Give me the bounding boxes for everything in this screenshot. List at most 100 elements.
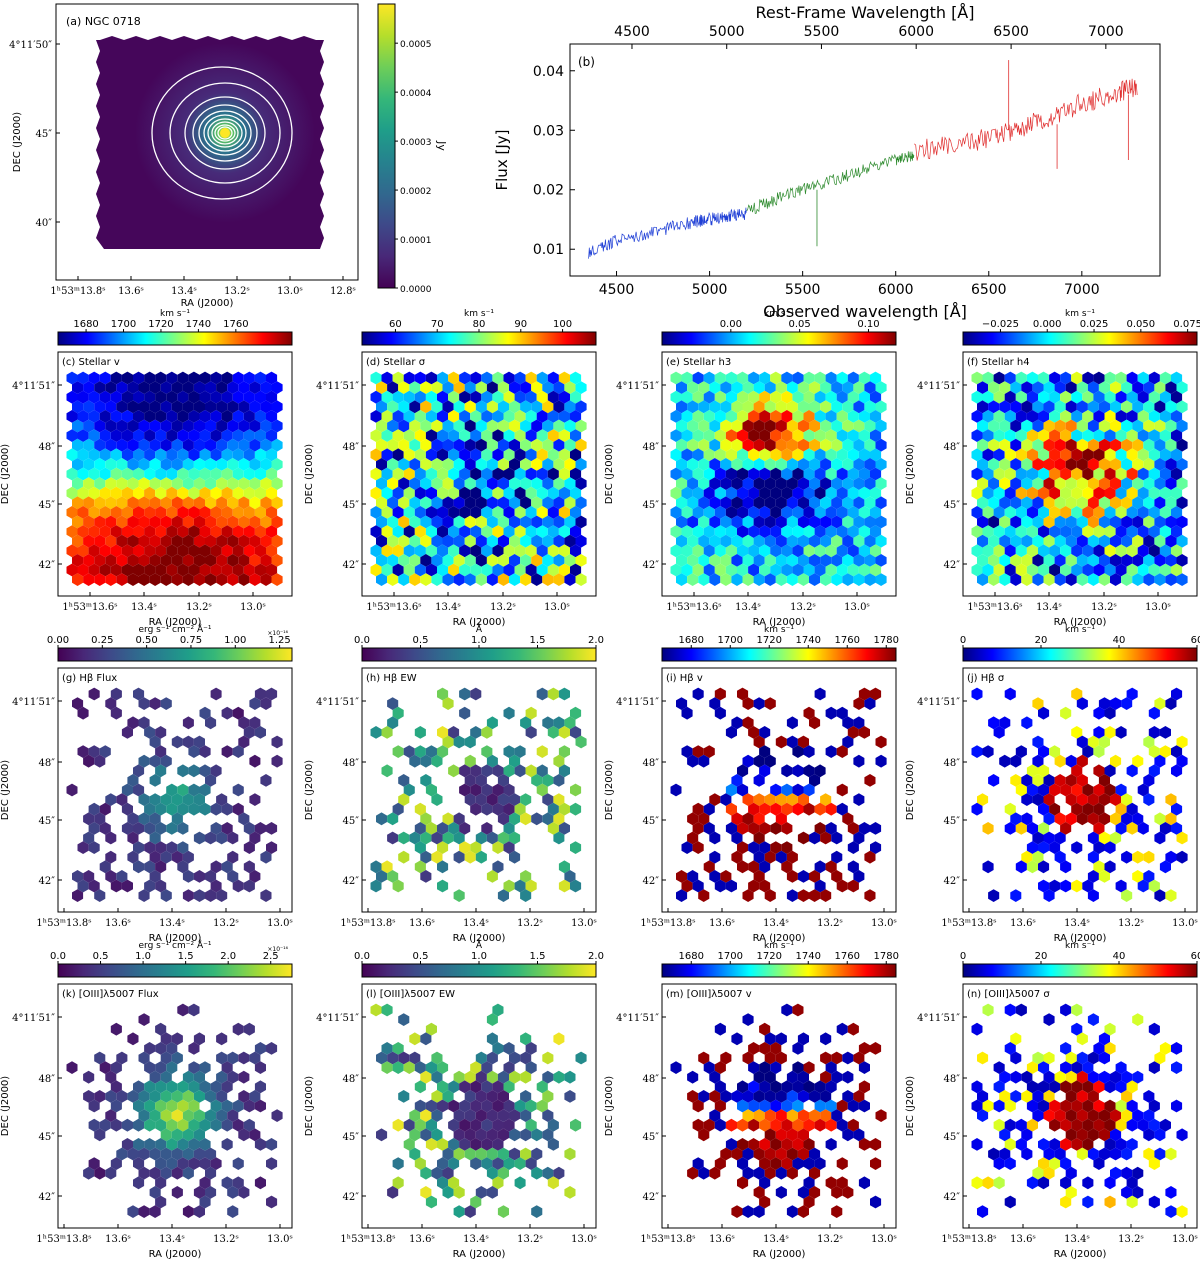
hex-bin <box>814 486 826 500</box>
hex-bin <box>77 448 89 462</box>
hex-bin <box>792 745 804 758</box>
hex-bin <box>1098 554 1110 567</box>
hex-bin <box>847 429 859 442</box>
hex-bin <box>1065 438 1077 452</box>
hex-bin <box>459 841 471 854</box>
hex-bin <box>775 515 787 529</box>
hex-bin <box>709 850 721 864</box>
hex-bin <box>803 410 815 423</box>
x-axis-label: RA (J2000) <box>149 1249 202 1260</box>
cbar-tick-label: 0.00 <box>47 635 69 646</box>
hex-bin <box>66 544 78 558</box>
hex-bin <box>1021 716 1033 730</box>
hex-bin <box>670 1061 682 1074</box>
hex-bin <box>847 1099 859 1113</box>
hex-bin <box>737 544 749 558</box>
hex-bin <box>803 1138 815 1151</box>
hex-bin <box>786 477 798 490</box>
hex-bin <box>425 448 437 462</box>
hex-bin <box>166 1138 178 1151</box>
hex-bin <box>853 831 865 845</box>
hex-bin <box>486 477 498 490</box>
hex-bin <box>205 1090 217 1103</box>
hex-bin <box>1098 1070 1110 1084</box>
hex-bin <box>205 477 217 490</box>
hex-bin <box>155 371 167 385</box>
hex-bin <box>72 438 84 452</box>
hex-bin <box>271 496 283 510</box>
hex-bin <box>133 506 145 519</box>
hex-bin <box>692 1157 704 1170</box>
hex-bin <box>764 573 776 586</box>
hex-bin <box>809 400 821 414</box>
hex-bin <box>670 544 682 558</box>
hex-bin <box>437 860 449 874</box>
hex-bin <box>266 525 278 538</box>
hex-bin <box>1165 458 1177 471</box>
hex-bin <box>254 822 266 835</box>
hex-bin <box>105 515 117 529</box>
hex-bin <box>464 573 476 586</box>
hex-bin <box>748 1118 760 1132</box>
hex-bin <box>864 850 876 864</box>
hex-bin <box>210 467 222 481</box>
hex-bin <box>709 515 721 529</box>
cbar-label: km s⁻¹ <box>764 941 794 951</box>
hex-bin <box>448 410 460 423</box>
hex-bin <box>864 496 876 510</box>
hex-bin <box>1143 735 1155 749</box>
hex-bin <box>742 1147 754 1161</box>
hex-bin <box>155 1176 167 1190</box>
hex-bin <box>836 486 848 500</box>
hex-bin <box>116 419 128 433</box>
hex-bin <box>1087 812 1099 826</box>
x-tick-label: 13.4ˢ <box>1064 1234 1090 1245</box>
hex-bin <box>1148 1157 1160 1170</box>
hex-bin <box>1060 544 1072 558</box>
hex-bin <box>414 841 426 854</box>
hex-bin <box>182 1070 194 1084</box>
hex-bin <box>1060 1003 1072 1017</box>
hex-bin <box>509 554 521 567</box>
hex-bin <box>542 793 554 806</box>
hex-bin <box>160 1109 172 1122</box>
hex-bin <box>520 496 532 510</box>
hex-bin <box>1076 1109 1088 1122</box>
hex-bin <box>149 438 161 452</box>
x-tick-label: 13.6ˢ <box>1010 918 1036 929</box>
hex-bin <box>692 563 704 577</box>
hex-bin <box>1121 534 1133 548</box>
hex-bin <box>520 1090 532 1103</box>
hex-bin <box>160 1090 172 1103</box>
hex-bin <box>764 1109 776 1122</box>
hex-bin <box>437 822 449 835</box>
hex-bin <box>797 1070 809 1084</box>
hex-bin <box>999 496 1011 510</box>
hex-bin <box>847 448 859 462</box>
hex-bin <box>138 697 150 710</box>
x-tick-label: 13.2ˢ <box>213 1234 239 1245</box>
hex-bin <box>1137 563 1149 577</box>
hex-bin <box>249 496 261 510</box>
hex-bin <box>171 1109 183 1122</box>
hex-bin <box>842 496 854 510</box>
hex-bin <box>271 735 283 749</box>
hex-bin <box>820 1032 832 1046</box>
hex-bin <box>149 754 161 768</box>
hex-bin <box>853 477 865 490</box>
hex-bin <box>703 745 715 758</box>
hex-bin <box>193 1090 205 1103</box>
hex-bin <box>1071 764 1083 778</box>
x-tick-label: 1ʰ53ᵐ13.8ˢ <box>36 918 91 929</box>
hex-bin <box>703 390 715 404</box>
hex-bin <box>864 774 876 787</box>
hex-bin <box>1159 860 1171 874</box>
hex-bin <box>542 1109 554 1122</box>
hex-bin <box>177 563 189 577</box>
hex-bin <box>1065 812 1077 826</box>
hex-bin <box>692 467 704 481</box>
hex-bin <box>166 841 178 854</box>
hex-bin <box>977 1051 989 1065</box>
hex-bin <box>847 506 859 519</box>
hex-bin <box>1004 687 1016 701</box>
